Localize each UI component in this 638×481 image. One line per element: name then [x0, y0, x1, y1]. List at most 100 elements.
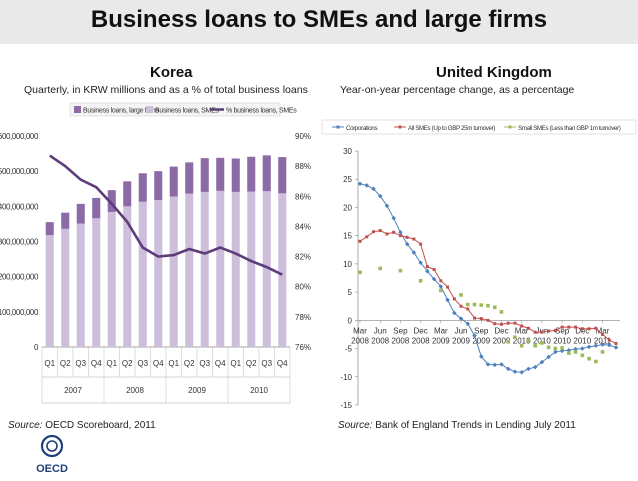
korea-bar-sme — [92, 218, 101, 347]
uk-legend-label: Small SMEs (Less than GBP 1m turnover) — [518, 125, 621, 132]
uk-legend: Corporations All SMEs (Up to GBP 25m turn… — [321, 119, 637, 135]
korea-x-tick-label: Q3 — [199, 359, 210, 368]
uk-x-tick-label: Mar — [515, 326, 529, 335]
uk-line-corporations-point — [391, 215, 396, 221]
uk-line-corporations-point — [371, 186, 376, 192]
korea-x-tick-label: Q4 — [153, 359, 164, 368]
uk-x-tick-year: 2008 — [371, 336, 389, 345]
uk-line-all-smes-point — [452, 297, 456, 301]
uk-line-all-smes-point — [378, 229, 382, 233]
korea-y-right-tick-label: 80% — [295, 283, 311, 292]
uk-line-corporations-point — [364, 183, 369, 188]
uk-line-corporations-point — [472, 333, 477, 338]
korea-y-left-tick-label: 300,000,000 — [0, 238, 39, 247]
korea-y-right-tick-label: 76% — [295, 343, 311, 352]
uk-line-all-smes-point — [466, 307, 470, 311]
korea-bar-large — [45, 222, 54, 236]
uk-line-small-smes-point — [465, 302, 470, 307]
page-title: Business loans to SMEs and large firms — [90, 6, 548, 33]
uk-line-corporations-point — [580, 346, 585, 351]
uk-line-small-smes-point — [398, 268, 403, 273]
uk-line-small-smes-point — [492, 305, 497, 310]
uk-source: Source: Bank of England Trends in Lendin… — [338, 420, 576, 431]
korea-bar-large — [138, 173, 147, 202]
uk-line-corporations-point — [384, 203, 390, 209]
korea-x-tick-label: Q2 — [60, 359, 71, 368]
uk-x-tick-year: 2008 — [351, 336, 369, 345]
korea-x-tick-label: Q3 — [75, 359, 86, 368]
uk-line-all-smes-point — [439, 279, 443, 283]
uk-line-all-smes-point — [547, 329, 551, 333]
uk-line-small-smes-point — [459, 293, 463, 297]
korea-x-tick-label: Q1 — [106, 359, 117, 368]
korea-bar-sme — [154, 200, 163, 347]
uk-chart: Corporations All SMEs (Up to GBP 25m turn… — [321, 119, 637, 410]
korea-line-sme-share — [49, 154, 283, 276]
uk-line-all-smes-point — [601, 332, 605, 336]
korea-bar-sme — [247, 191, 256, 347]
oecd-logo-ring — [40, 434, 64, 458]
uk-x-tick-year: 2008 — [412, 336, 430, 345]
uk-line-corporations-point — [398, 230, 403, 235]
uk-line-small-smes-point — [560, 346, 564, 350]
uk-x-tick-year: 2011 — [594, 336, 612, 345]
uk-line-all-smes-point — [425, 265, 429, 269]
korea-legend-label: Business loans, large firms — [83, 108, 159, 115]
uk-x-tick-year: 2009 — [493, 336, 511, 345]
uk-line-all-smes-point — [432, 268, 436, 272]
korea-bar-large — [61, 212, 70, 229]
korea-bar-sme — [169, 196, 178, 347]
uk-line-all-smes-point — [499, 322, 503, 326]
korea-x-tick-label: Q2 — [184, 359, 195, 368]
uk-line-corporations-point — [431, 276, 437, 282]
uk-legend-marker-1 — [398, 125, 402, 129]
uk-legend-label: All SMEs (Up to GBP 25m turnover) — [408, 125, 495, 132]
title-bar — [0, 0, 638, 44]
uk-line-all-smes-point — [587, 327, 591, 331]
oecd-logo-text: OECD — [36, 463, 68, 475]
uk-y-tick-label: 20 — [343, 203, 352, 212]
uk-line-all-smes-point — [473, 316, 477, 320]
korea-bar-sme — [76, 223, 85, 347]
uk-source-label: Source: — [338, 420, 373, 431]
korea-bar-large — [76, 203, 85, 224]
uk-line-small-smes-point — [567, 351, 571, 355]
uk-y-tick-label: 15 — [343, 232, 352, 241]
korea-bar-large — [231, 158, 240, 192]
uk-x-tick-label: Jun — [455, 326, 468, 335]
uk-x-tick-year: 2010 — [533, 336, 551, 345]
korea-bar-large — [262, 155, 271, 192]
uk-line-small-smes-point — [472, 302, 477, 307]
uk-line-small-smes-point — [486, 303, 490, 308]
korea-y-right-tick-label: 82% — [295, 253, 311, 262]
uk-x-tick-label: Dec — [494, 326, 508, 335]
korea-x-tick-label: Q2 — [246, 359, 257, 368]
korea-x-group-label: 2009 — [188, 386, 206, 395]
uk-line-corporations-point — [526, 366, 531, 372]
uk-line-all-smes-point — [392, 230, 396, 234]
korea-legend-box — [69, 102, 281, 117]
korea-source-label: Source: — [8, 420, 43, 431]
uk-line-all-smes-point — [486, 318, 490, 322]
uk-line-all-smes-point — [614, 341, 618, 345]
uk-line-all-smes-point — [533, 330, 537, 334]
uk-line-small-smes-point — [533, 343, 537, 348]
uk-y-tick-label: 5 — [348, 288, 353, 297]
korea-bar-large — [247, 156, 256, 192]
uk-x-tick-year: 2010 — [513, 336, 531, 345]
uk-legend-box — [321, 119, 637, 135]
korea-x-tick-label: Q4 — [91, 359, 102, 368]
uk-line-small-smes-point — [553, 346, 558, 351]
korea-bar-sme — [61, 228, 70, 347]
uk-line-small-smes-point — [418, 279, 423, 283]
uk-y-tick-label: -5 — [345, 345, 353, 354]
uk-x-tick-year: 2010 — [553, 336, 571, 345]
korea-y-left-tick-label: 0 — [34, 343, 39, 352]
korea-bar-sme — [138, 201, 147, 347]
uk-line-small-smes-point — [479, 303, 484, 307]
uk-panel-title: United Kingdom — [436, 64, 552, 81]
uk-line-all-smes-point — [479, 317, 483, 321]
korea-y-left-tick-label: 200,000,000 — [0, 273, 39, 282]
uk-x-tick-label: Mar — [434, 326, 448, 335]
